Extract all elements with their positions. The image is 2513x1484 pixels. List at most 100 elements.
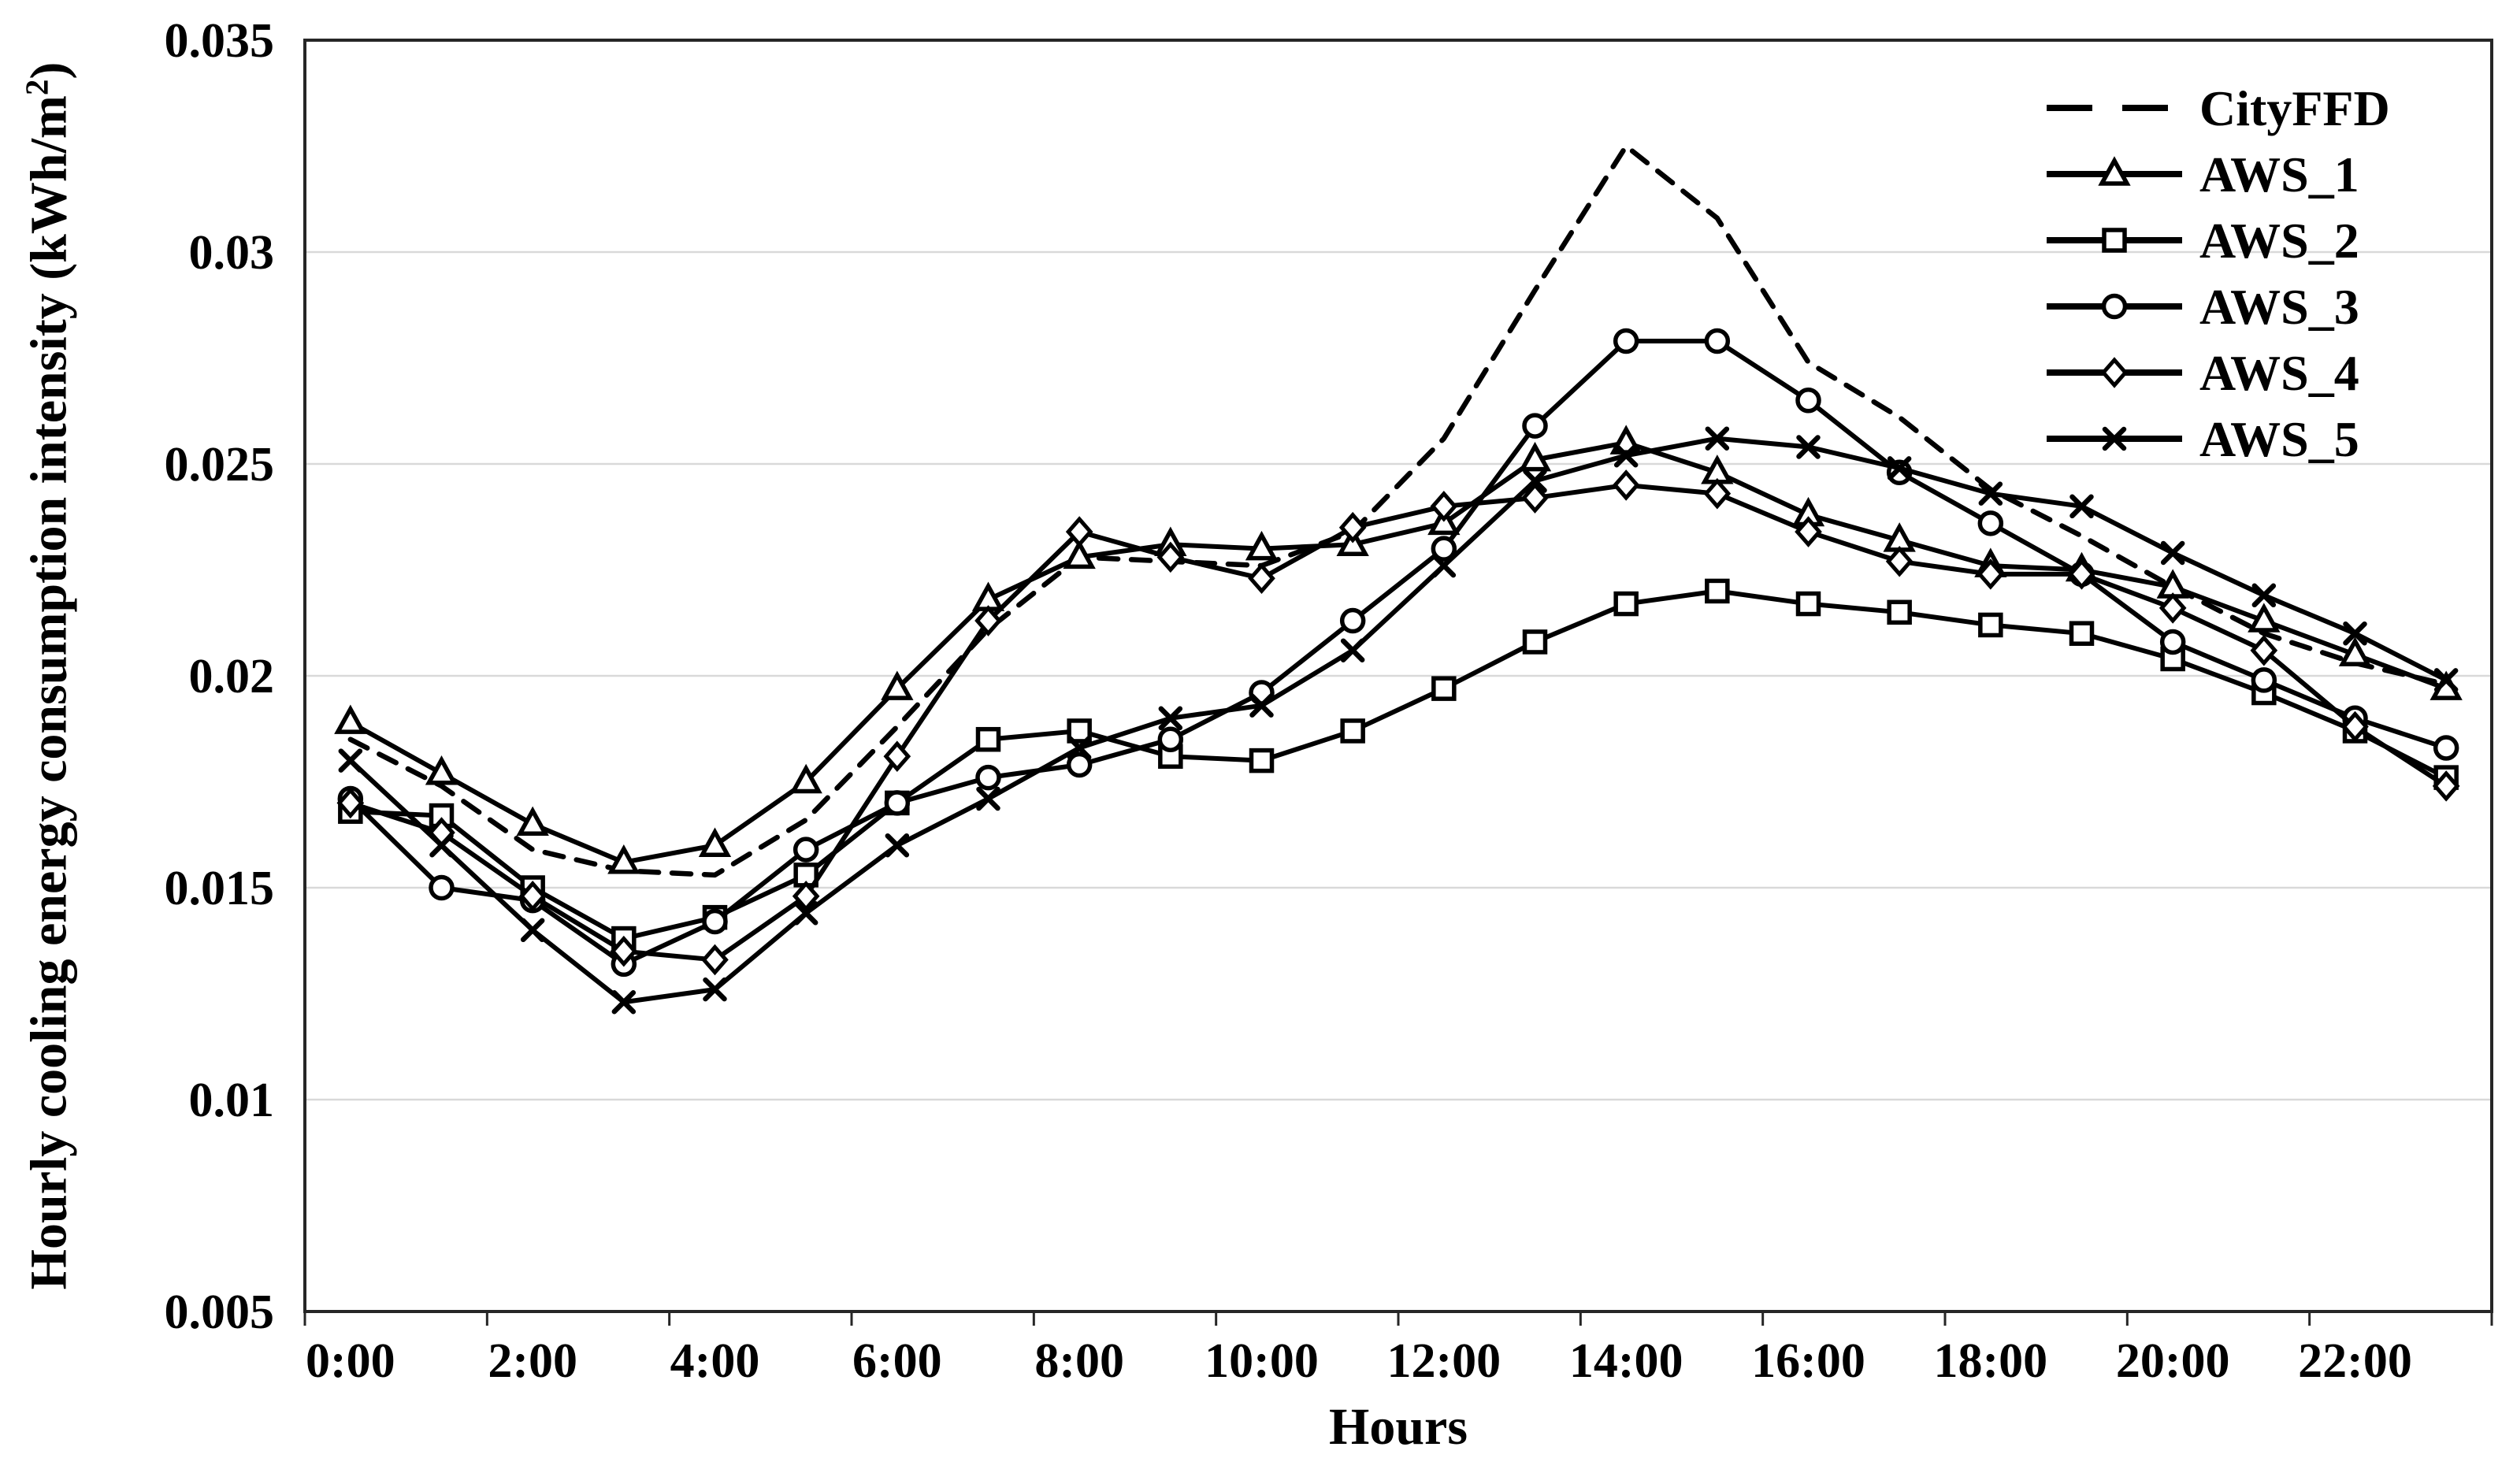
marker-diamond-aws_4 [1977, 558, 2005, 590]
marker-square-aws_2 [1431, 676, 1457, 701]
marker-diamond-aws_4 [1430, 491, 1458, 522]
marker-diamond-aws_4 [2159, 592, 2187, 624]
marker-diamond-aws_4 [2432, 770, 2460, 802]
y-tick-label: 0.035 [165, 14, 275, 68]
y-tick-label: 0.015 [165, 862, 275, 915]
marker-triangle-aws_1 [1245, 530, 1279, 561]
y-tick-label: 0.01 [189, 1074, 275, 1127]
marker-x-aws_5 [429, 833, 454, 858]
marker-diamond-aws_4 [1795, 516, 1822, 547]
x-tick-label: 6:00 [852, 1334, 942, 1388]
marker-x-aws_5 [1431, 553, 1457, 578]
marker-triangle-aws_1 [1063, 539, 1096, 569]
marker-triangle-aws_1 [334, 704, 367, 734]
y-tick-label: 0.005 [165, 1286, 275, 1339]
legend-label-aws_5: AWS_5 [2199, 411, 2359, 467]
marker-triangle-aws_1 [1518, 441, 1552, 472]
marker-diamond-aws_4 [2250, 634, 2278, 666]
marker-diamond-aws_4 [1703, 477, 1732, 510]
marker-triangle-aws_1 [516, 806, 549, 837]
marker-circle-aws_3 [1157, 726, 1184, 752]
marker-diamond-aws_4 [1338, 511, 1367, 544]
marker-x-aws_5 [520, 918, 545, 943]
marker-x-aws_5 [1796, 435, 1821, 459]
marker-triangle-aws_1 [881, 670, 914, 700]
legend-marker-aws_1 [2098, 156, 2131, 186]
marker-circle-aws_3 [793, 837, 819, 863]
marker-square-aws_2 [1249, 748, 1275, 774]
series-line-aws_2 [347, 588, 2449, 941]
marker-triangle-aws_1 [425, 755, 458, 785]
marker-x-aws_5 [2433, 668, 2459, 692]
marker-x-aws_5 [1340, 638, 1365, 662]
marker-x-aws_5 [338, 748, 363, 773]
marker-x-aws_5 [1523, 469, 1547, 493]
x-tick-label: 4:00 [670, 1334, 760, 1388]
x-tick-label: 2:00 [488, 1334, 577, 1388]
x-tick-label: 10:00 [1205, 1334, 1319, 1388]
marker-x-aws_5 [1978, 481, 2003, 506]
marker-circle-aws_3 [1613, 328, 1639, 354]
marker-square-aws_2 [2069, 621, 2095, 646]
marker-diamond-aws_4 [518, 880, 547, 912]
marker-diamond-aws_4 [2341, 710, 2369, 743]
marker-circle-aws_3 [1431, 536, 1457, 562]
marker-square-aws_2 [975, 726, 1001, 752]
x-tick-label: 18:00 [1934, 1334, 2048, 1388]
marker-circle-aws_3 [2433, 735, 2459, 761]
legend-marker-aws_2 [2102, 228, 2127, 253]
series-line-cityffd [347, 143, 2449, 878]
marker-diamond-aws_4 [1065, 516, 1093, 547]
legend-marker-aws_4 [2100, 357, 2129, 388]
marker-diamond-aws_4 [2068, 558, 2095, 590]
legend-label-aws_4: AWS_4 [2199, 345, 2359, 401]
marker-x-aws_5 [2343, 621, 2367, 646]
marker-square-aws_2 [1795, 591, 1821, 617]
x-tick-label: 0:00 [306, 1334, 395, 1388]
x-tick-label: 8:00 [1034, 1334, 1124, 1388]
marker-x-aws_5 [1613, 443, 1639, 468]
y-tick-label: 0.03 [189, 226, 275, 280]
marker-circle-aws_3 [884, 790, 911, 816]
marker-circle-aws_3 [1522, 413, 1548, 439]
marker-x-aws_5 [885, 833, 910, 858]
marker-triangle-aws_1 [2338, 636, 2372, 666]
marker-diamond-aws_4 [1612, 469, 1640, 501]
marker-diamond-aws_4 [1156, 541, 1185, 573]
marker-x-aws_5 [2160, 540, 2185, 566]
marker-diamond-aws_4 [883, 740, 911, 773]
marker-circle-aws_3 [1795, 388, 1821, 414]
marker-diamond-aws_4 [610, 935, 638, 967]
x-axis-title: Hours [1328, 1398, 1468, 1456]
legend-label-aws_3: AWS_3 [2199, 279, 2359, 335]
marker-x-aws_5 [2251, 583, 2277, 608]
marker-circle-aws_3 [1704, 328, 1731, 354]
marker-diamond-aws_4 [701, 944, 729, 976]
marker-circle-aws_3 [975, 764, 1001, 791]
legend-label-cityffd: CityFFD [2199, 80, 2390, 136]
legend-label-aws_1: AWS_1 [2199, 147, 2359, 202]
marker-x-aws_5 [703, 977, 727, 1002]
series-line-aws_4 [347, 482, 2449, 963]
marker-diamond-aws_4 [1521, 482, 1549, 514]
legend-marker-aws_5 [2102, 426, 2127, 451]
legend-label-aws_2: AWS_2 [2199, 213, 2359, 269]
marker-x-aws_5 [793, 901, 818, 926]
y-axis-title: Hourly cooling energy consumption intens… [19, 61, 78, 1290]
x-tick-label: 20:00 [2116, 1334, 2230, 1388]
series-line-aws_3 [347, 338, 2449, 966]
marker-diamond-aws_4 [1248, 562, 1275, 595]
marker-circle-aws_3 [2251, 667, 2277, 693]
marker-x-aws_5 [1887, 456, 1912, 480]
y-tick-label: 0.025 [165, 438, 275, 492]
marker-x-aws_5 [1158, 706, 1183, 731]
marker-circle-aws_3 [702, 908, 728, 935]
marker-x-aws_5 [611, 990, 637, 1015]
marker-circle-aws_3 [1066, 751, 1093, 778]
x-tick-label: 14:00 [1569, 1334, 1683, 1388]
marker-diamond-aws_4 [336, 787, 365, 819]
marker-square-aws_2 [1978, 612, 2003, 638]
x-tick-label: 12:00 [1387, 1334, 1501, 1388]
